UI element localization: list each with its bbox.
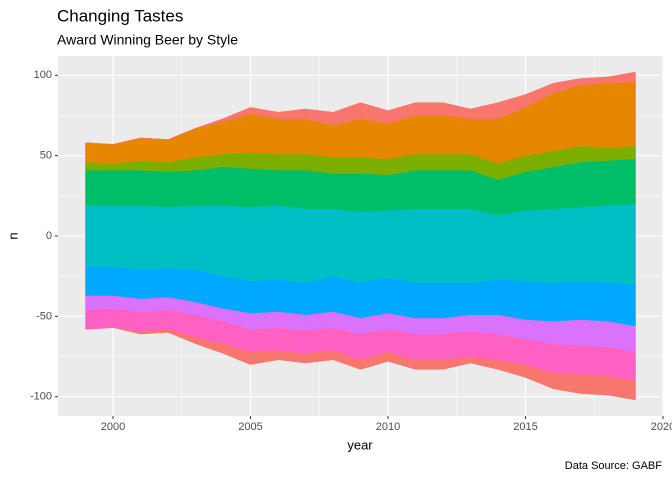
chart-title: Changing Tastes (57, 6, 183, 25)
y-tick-label: -50 (36, 310, 52, 322)
stream-layer (85, 71, 636, 145)
x-tick-label: 2005 (238, 421, 262, 433)
x-axis-label: year (347, 437, 373, 452)
chart-subtitle: Award Winning Beer by Style (57, 32, 238, 48)
y-tick-label: 50 (40, 150, 52, 162)
y-axis-label: n (5, 232, 20, 239)
x-tick-label: 2015 (513, 421, 537, 433)
x-tick-label: 2020 (651, 421, 672, 433)
y-tick-label: -100 (30, 391, 52, 403)
y-tick-label: 0 (46, 230, 52, 242)
caption: Data Source: GABF (565, 460, 662, 472)
y-tick-label: 100 (34, 69, 52, 81)
x-tick-label: 2010 (376, 421, 400, 433)
x-tick-label: 2000 (101, 421, 125, 433)
